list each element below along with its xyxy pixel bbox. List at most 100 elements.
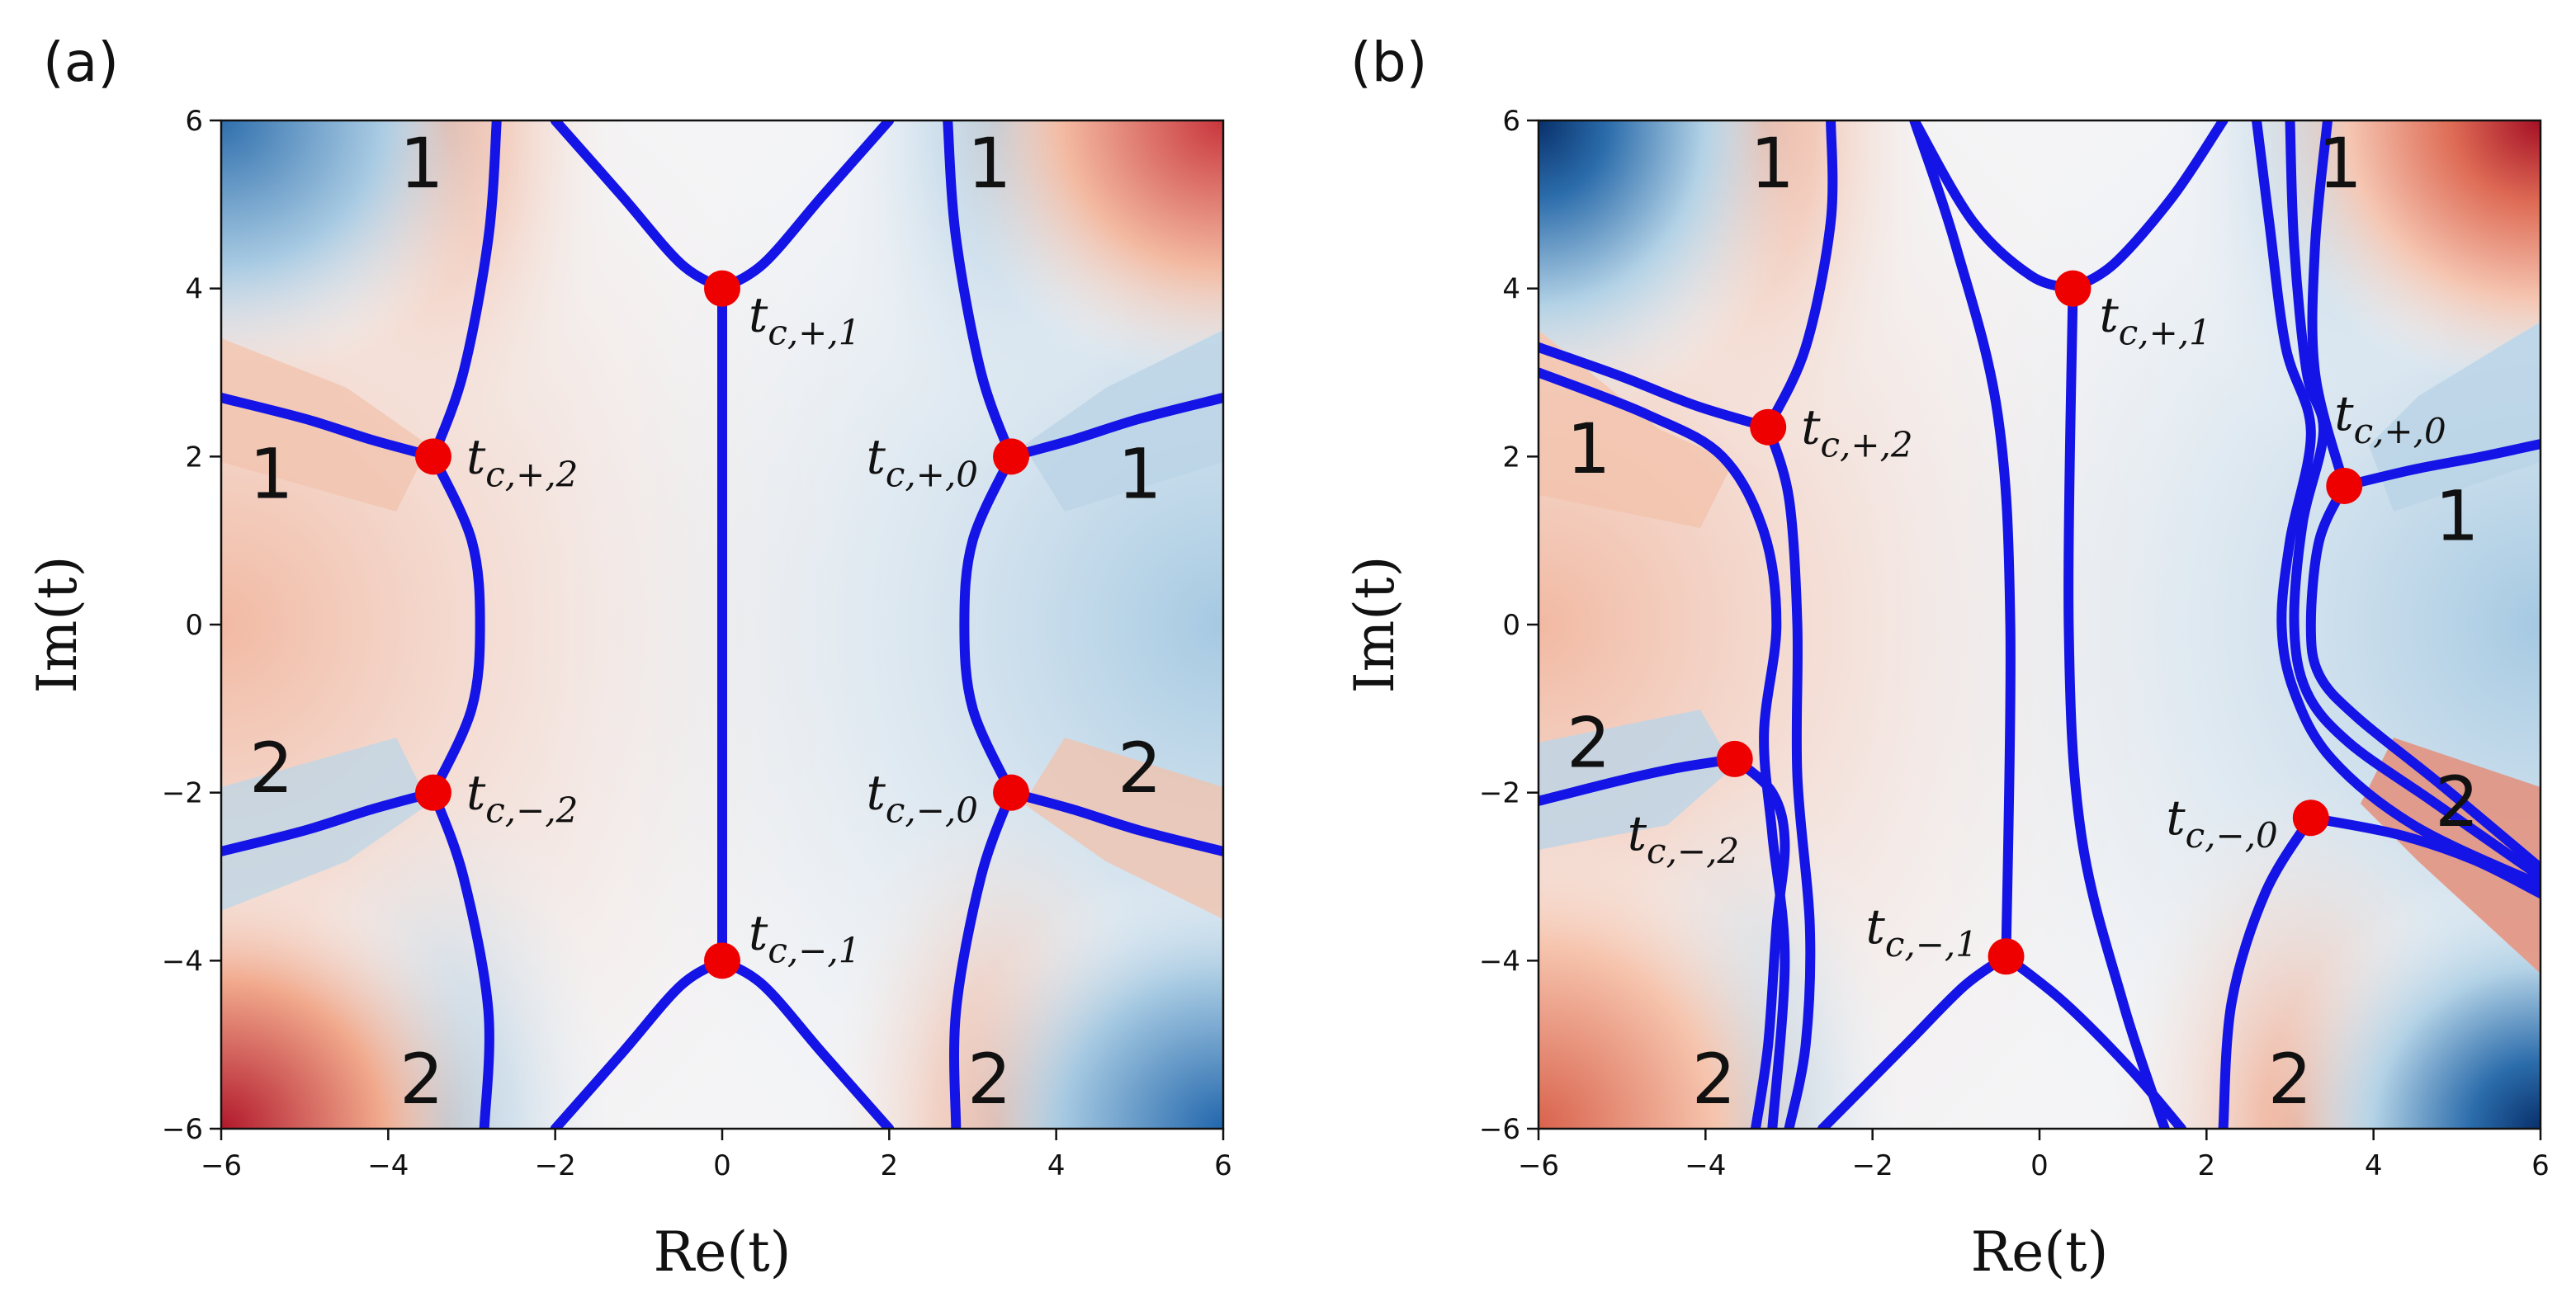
- stokes-curve-a-14: [1006, 787, 1223, 856]
- x-axis-label-b: Re(t): [1971, 1220, 2109, 1284]
- region-label-b-6: 2: [1692, 1039, 1736, 1120]
- x-tick-label-b-4: 2: [2198, 1149, 2216, 1182]
- stokes-curve-b-11: [1729, 753, 1790, 1129]
- y-tick-label-a-1: −4: [162, 945, 203, 978]
- y-tick-label-b-1: −4: [1479, 945, 1520, 978]
- stokes-curve-b-8: [1763, 422, 1816, 1129]
- region-label-a-7: 2: [967, 1039, 1011, 1120]
- stokes-curve-b-9: [1539, 367, 1790, 1129]
- critical-point-label-b-3: tc,−,2: [1628, 805, 1739, 871]
- y-ticks-b: −6 −4 −2 0 2 4 6: [1479, 105, 1539, 1146]
- y-axis-label-a: Im(t): [26, 556, 89, 694]
- x-tick-label-b-6: 6: [2531, 1149, 2550, 1182]
- x-tick-label-a-3: 0: [713, 1149, 731, 1182]
- stokes-curve-a-4: [717, 955, 895, 1129]
- y-tick-label-b-4: 2: [1502, 441, 1520, 474]
- critical-point-b-5: [2292, 800, 2329, 837]
- points-b: [1716, 270, 2363, 975]
- x-tick-label-b-2: −2: [1852, 1149, 1893, 1182]
- region-label-b-5: 2: [2435, 762, 2479, 842]
- x-axis-label-text-a: Re(t): [654, 1220, 792, 1284]
- panel-a: (a) 1 11 12 22 2 tc,+,1tc,−,1tc,+,2tc,−,2tc,…: [26, 31, 1232, 1284]
- critical-point-label-b-0: tc,+,1: [2099, 287, 2210, 353]
- critical-point-a-4: [993, 438, 1030, 475]
- critical-point-label-a-4: tc,+,0: [867, 428, 978, 494]
- critical-point-b-1: [1988, 938, 2025, 975]
- critical-point-label-a-1: tc,−,1: [749, 904, 860, 970]
- stokes-curve-b-7: [1539, 342, 1774, 432]
- region-labels-b: 1 1 1 1 2 2 2 2: [1567, 123, 2479, 1120]
- curves-b: [1539, 120, 2541, 1129]
- critical-point-a-0: [704, 270, 740, 307]
- stokes-curve-a-8: [221, 393, 438, 462]
- critical-point-label-a-3: tc,−,2: [466, 765, 578, 831]
- y-axis-label-text-a: Im(t): [26, 556, 89, 694]
- critical-point-label-b-1: tc,−,1: [1866, 899, 1978, 965]
- point-labels-b: tc,+,1 tc,−,1 tc,+,2 tc,−,2 tc,+,0 tc,−,0: [1628, 287, 2446, 965]
- stokes-curve-b-17: [2305, 813, 2541, 899]
- critical-point-a-2: [414, 438, 451, 475]
- stokes-curve-a-3: [550, 955, 727, 1129]
- y-tick-label-b-2: −2: [1479, 777, 1520, 810]
- stokes-curve-b-5: [2001, 951, 2186, 1129]
- region-label-a-3: 1: [1118, 434, 1161, 515]
- critical-point-label-b-2: tc,+,2: [1801, 399, 1912, 465]
- panel-label-a: (a): [43, 31, 119, 94]
- region-labels-a: 1 1 1 1 2 2 2 2: [249, 123, 1162, 1120]
- region-label-a-6: 2: [399, 1039, 443, 1120]
- x-tick-label-a-0: −6: [201, 1149, 242, 1182]
- region-label-b-1: 1: [2318, 123, 2361, 204]
- stokes-curve-b-16: [2305, 481, 2541, 874]
- y-tick-label-b-3: 0: [1502, 609, 1520, 642]
- stokes-curve-b-10: [1539, 753, 1740, 806]
- stokes-curve-b-0: [2063, 283, 2170, 1129]
- region-label-b-2: 1: [1567, 408, 1610, 489]
- stokes-curve-b-4: [1817, 951, 2011, 1129]
- points-a: [414, 270, 1030, 979]
- panel-label-b: (b): [1350, 31, 1427, 94]
- critical-point-label-a-5: tc,−,0: [867, 765, 978, 831]
- critical-point-b-4: [2326, 467, 2363, 504]
- y-tick-label-b-5: 4: [1502, 273, 1520, 306]
- y-tick-label-b-0: −6: [1479, 1113, 1520, 1146]
- x-tick-label-a-1: −4: [367, 1149, 409, 1182]
- critical-point-b-2: [1750, 408, 1787, 446]
- point-labels-a: tc,+,1 tc,−,1 tc,+,2 tc,−,2 tc,+,0 tc,−,0: [466, 287, 978, 971]
- curves-a: [221, 120, 1223, 1129]
- x-axis-label-a: Re(t): [654, 1220, 792, 1284]
- x-tick-label-a-4: 2: [881, 1149, 899, 1182]
- y-axis-label-b: Im(t): [1343, 556, 1406, 694]
- stokes-curve-a-11: [959, 451, 1016, 798]
- critical-point-label-b-4: tc,+,0: [2334, 385, 2446, 451]
- x-tick-label-b-1: −4: [1685, 1149, 1726, 1182]
- region-label-b-4: 2: [1567, 703, 1610, 784]
- y-axis-label-text-b: Im(t): [1343, 556, 1406, 694]
- y-tick-label-a-0: −6: [162, 1113, 203, 1146]
- critical-point-label-b-5: tc,−,0: [2166, 790, 2277, 856]
- region-label-a-0: 1: [399, 123, 443, 204]
- x-tick-label-a-2: −2: [535, 1149, 576, 1182]
- stokes-curve-b-13: [2285, 120, 2541, 882]
- stokes-curve-b-3: [2068, 120, 2229, 294]
- x-tick-label-a-5: 4: [1047, 1149, 1066, 1182]
- region-label-b-0: 1: [1751, 123, 1794, 204]
- stokes-curve-b-2: [1909, 120, 2078, 294]
- region-label-a-2: 1: [249, 434, 293, 515]
- stokes-curve-b-18: [2218, 813, 2316, 1129]
- stokes-curve-a-1: [550, 120, 727, 294]
- stokes-curve-b-1: [1909, 120, 2016, 962]
- stokes-curve-b-15: [2339, 439, 2541, 491]
- critical-point-b-3: [1716, 740, 1753, 777]
- stokes-curve-a-5: [428, 120, 502, 462]
- stokes-curve-b-6: [1763, 120, 1838, 432]
- x-ticks-a: −6 −4 −2 0 2 4 6: [201, 1129, 1232, 1182]
- region-label-b-7: 2: [2268, 1039, 2312, 1120]
- region-label-a-4: 2: [249, 728, 293, 809]
- stokes-curve-a-2: [717, 120, 895, 294]
- x-tick-label-b-3: 0: [2030, 1149, 2049, 1182]
- stokes-curve-a-12: [949, 787, 1016, 1129]
- region-label-a-5: 2: [1118, 728, 1161, 809]
- y-tick-label-b-6: 6: [1502, 105, 1520, 138]
- critical-point-a-3: [414, 774, 451, 811]
